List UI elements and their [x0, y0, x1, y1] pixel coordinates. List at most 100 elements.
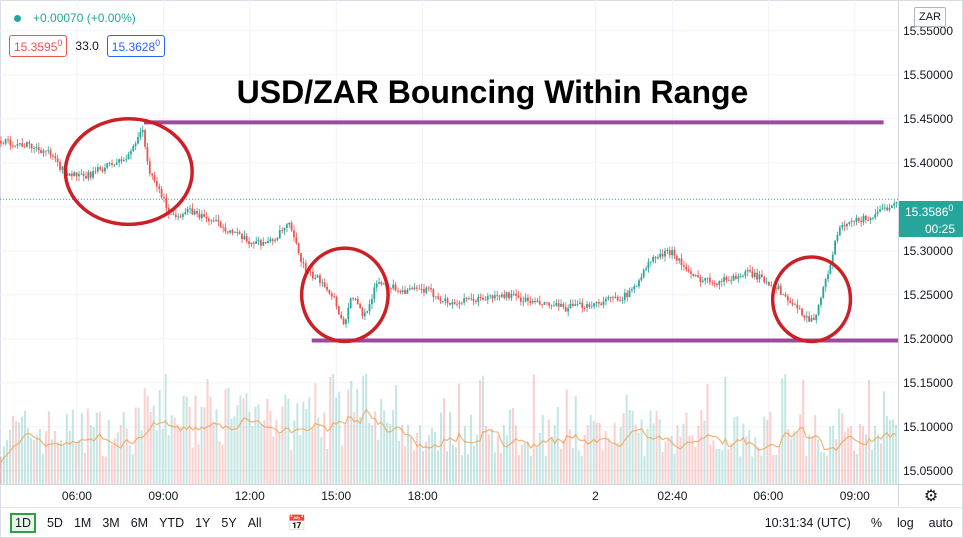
volume-bar	[428, 434, 431, 484]
candle-body	[0, 140, 2, 144]
ask-price: 15.3628	[111, 40, 156, 54]
volume-bar	[2, 446, 5, 484]
auto-scale-button[interactable]: auto	[928, 516, 953, 530]
candle-body	[321, 282, 324, 284]
candle-body	[44, 150, 47, 152]
volume-bar	[751, 456, 754, 484]
volume-bar	[362, 375, 365, 484]
candle-body	[867, 220, 870, 221]
candle-body	[489, 295, 491, 297]
range-button-3m[interactable]: 3M	[102, 516, 120, 530]
candle-body	[420, 288, 423, 290]
candle-body	[85, 175, 87, 179]
gear-icon[interactable]: ⚙	[898, 484, 963, 506]
volume-bar	[769, 411, 772, 484]
volume-bar	[760, 455, 763, 484]
volume-bar	[844, 431, 847, 484]
time-axis[interactable]: 06:00 09:00 12:00 15:00 18:00 2 02:40 06:00 09:0…	[0, 484, 898, 506]
volume-bar	[526, 441, 529, 484]
candle-body	[654, 257, 657, 259]
volume-bar	[263, 420, 266, 484]
volume-bar	[167, 434, 170, 484]
volume-bar	[50, 439, 53, 484]
range-button-all[interactable]: All	[247, 516, 262, 530]
candle-body	[75, 172, 78, 177]
range-button-1m[interactable]: 1M	[73, 516, 92, 530]
candle-body	[42, 150, 45, 154]
plot-area[interactable]	[0, 0, 898, 484]
volume-bar	[643, 456, 646, 484]
volume-bar	[149, 412, 152, 484]
volume-bar	[344, 424, 347, 484]
volume-bar	[323, 412, 326, 484]
candle-body	[404, 290, 406, 294]
volume-bar	[619, 427, 622, 484]
volume-bar	[676, 425, 679, 484]
candle-body	[335, 296, 338, 307]
calendar-range-icon[interactable]: 📅	[287, 515, 307, 532]
volume-bar	[529, 455, 532, 484]
candle-body	[458, 302, 461, 305]
candle-body	[163, 197, 165, 199]
last-price-tag: 15.35860 00:25	[899, 201, 963, 237]
candle-body	[224, 227, 227, 232]
candle-body	[470, 298, 473, 300]
price-tick-label: 15.50000	[902, 67, 953, 82]
bid-price-box[interactable]: 15.35950	[9, 35, 68, 57]
range-button-1y[interactable]: 1Y	[195, 516, 211, 530]
candle-body	[70, 173, 73, 177]
candle-body	[815, 314, 818, 320]
volume-bar	[29, 438, 32, 484]
volume-bar	[484, 425, 487, 484]
volume-bar	[413, 450, 416, 484]
volume-bar	[47, 411, 50, 484]
range-button-5d[interactable]: 5D	[46, 516, 63, 530]
symbol-tag[interactable]: ZAR	[914, 7, 946, 27]
candle-body	[886, 207, 888, 211]
candle-body	[890, 205, 893, 208]
candle-body	[229, 230, 232, 233]
candle-body	[531, 300, 534, 303]
volume-bar	[835, 439, 838, 484]
volume-bar	[119, 424, 122, 484]
range-button-6m[interactable]: 6M	[130, 516, 149, 530]
candle-body	[245, 236, 248, 242]
volume-bar	[865, 434, 868, 484]
volume-bar	[601, 450, 604, 484]
candle-body	[9, 139, 12, 146]
candle-body	[841, 225, 844, 228]
candle-body	[545, 302, 548, 303]
volume-bar	[874, 425, 877, 484]
candle-body	[267, 241, 269, 244]
volume-bar	[631, 410, 634, 484]
volume-bar	[98, 411, 101, 484]
price-axis[interactable]: 15.5500015.5000015.4500015.4000015.35000…	[898, 0, 963, 484]
candle-body	[92, 171, 94, 178]
candle-body	[560, 303, 562, 307]
candle-body	[4, 139, 7, 144]
candle-body	[557, 303, 560, 307]
candle-body	[805, 316, 808, 318]
candle-body	[103, 167, 106, 172]
volume-bar	[443, 398, 446, 484]
volume-bar	[646, 428, 649, 484]
clock-readout[interactable]: 10:31:34 (UTC)	[764, 516, 851, 530]
volume-bar	[389, 423, 392, 484]
candle-body	[198, 213, 201, 219]
range-button-ytd[interactable]: YTD	[159, 516, 185, 530]
range-button-1d[interactable]: 1D	[10, 513, 36, 533]
candle-body	[252, 242, 255, 244]
percent-scale-button[interactable]: %	[870, 516, 882, 530]
ask-price-box[interactable]: 15.36280	[106, 35, 166, 57]
candle-body	[692, 273, 695, 276]
volume-bar	[532, 374, 535, 484]
range-button-5y[interactable]: 5Y	[221, 516, 237, 530]
candle-body	[248, 241, 250, 245]
volume-bar	[20, 416, 23, 484]
candle-body	[451, 302, 454, 305]
log-scale-button[interactable]: log	[896, 516, 914, 530]
volume-bar	[143, 388, 146, 484]
legend-change: +0.00070 (+0.00%)	[33, 11, 136, 25]
candle-body	[586, 304, 588, 308]
volume-bar	[68, 430, 71, 484]
